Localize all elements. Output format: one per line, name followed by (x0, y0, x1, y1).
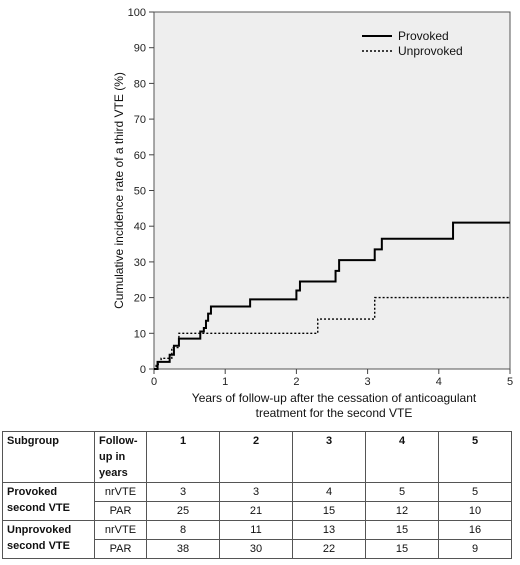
table-cell: 25 (146, 501, 220, 521)
cumulative-incidence-chart: 0 10 20 30 40 50 60 70 80 90 100 0 1 2 3 4 5 ProvokedUnp… (112, 7, 513, 420)
header-followup: Follow- up in years (94, 431, 147, 483)
table-cell: 15 (365, 520, 439, 540)
table-cell: 5 (365, 482, 439, 502)
y-tick-label: 10 (134, 328, 146, 340)
metric-label: PAR (94, 539, 147, 559)
table-cell: 16 (438, 520, 512, 540)
x-tick-label: 5 (507, 376, 513, 388)
table-cell: 3 (219, 482, 293, 502)
x-axis-title: Years of follow-up after the cessation o… (192, 391, 477, 405)
series-line-unprovoked (154, 296, 510, 370)
table-cell: 38 (146, 539, 220, 559)
x-tick-label: 1 (222, 376, 228, 388)
metric-label: nrVTE (94, 482, 147, 502)
y-tick-label: 60 (134, 150, 146, 162)
x-tick-label: 4 (436, 376, 442, 388)
metric-label: PAR (94, 501, 147, 521)
table-header-row: Subgroup Follow- up in years 1 2 3 4 5 (2, 431, 512, 483)
header-year-2: 2 (219, 431, 293, 483)
table-cell: 21 (219, 501, 293, 521)
y-tick-label: 80 (134, 78, 146, 90)
metric-label: nrVTE (94, 520, 147, 540)
header-year-5: 5 (438, 431, 512, 483)
table-row: PAR 38 30 22 15 9 (3, 539, 512, 559)
plot-area (153, 11, 511, 370)
x-axis-title: treatment for the second VTE (256, 406, 413, 420)
table-cell: 3 (146, 482, 220, 502)
legend-label: Unprovoked (398, 44, 463, 58)
table-cell: 8 (146, 520, 220, 540)
x-tick-label: 2 (293, 376, 299, 388)
y-tick-label: 20 (134, 293, 146, 305)
y-tick-label: 30 (134, 257, 146, 269)
table-cell: 15 (365, 539, 439, 559)
header-year-4: 4 (365, 431, 439, 483)
table-cell: 30 (219, 539, 293, 559)
group-label-unprovoked: Unprovoked second VTE (2, 520, 95, 559)
y-tick-label: 50 (134, 186, 146, 198)
table-cell: 15 (292, 501, 366, 521)
table-cell: 4 (292, 482, 366, 502)
table-cell: 9 (438, 539, 512, 559)
header-year-3: 3 (292, 431, 366, 483)
table-row: PAR 25 21 15 12 10 (3, 501, 512, 521)
table-cell: 5 (438, 482, 512, 502)
table-row: Unprovoked second VTE nrVTE 8 11 13 15 1… (2, 520, 512, 559)
table-cell: 10 (438, 501, 512, 521)
header-year-1: 1 (146, 431, 220, 483)
y-tick-label: 40 (134, 221, 146, 233)
series-line-provoked (154, 221, 510, 370)
y-axis-title: Cumulative incidence rate of a third VTE… (112, 72, 126, 309)
x-tick-label: 3 (365, 376, 371, 388)
x-tick-label: 0 (151, 376, 157, 388)
legend-label: Provoked (398, 29, 449, 43)
y-tick-label: 0 (140, 364, 146, 376)
table-row: Provoked second VTE nrVTE 3 3 4 5 5 (2, 482, 512, 521)
y-tick-label: 70 (134, 114, 146, 126)
table-cell: 13 (292, 520, 366, 540)
group-label-provoked: Provoked second VTE (2, 482, 95, 521)
y-tick-label: 100 (128, 7, 146, 19)
risk-table: Subgroup Follow- up in years 1 2 3 4 5 P… (2, 431, 512, 559)
table-cell: 22 (292, 539, 366, 559)
y-tick-label: 90 (134, 43, 146, 55)
header-subgroup: Subgroup (2, 431, 95, 483)
table-cell: 12 (365, 501, 439, 521)
table-cell: 11 (219, 520, 293, 540)
